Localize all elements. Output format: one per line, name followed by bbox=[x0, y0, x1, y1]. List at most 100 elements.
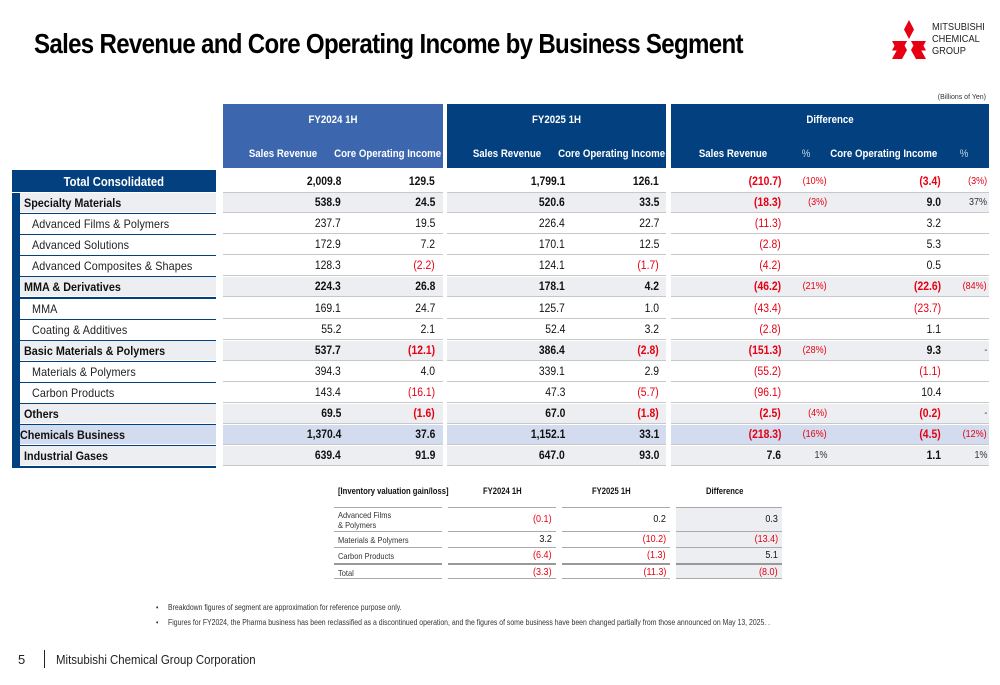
table-row: 226.4 22.7 bbox=[447, 214, 666, 235]
cell-fy25-sales: 125.7 bbox=[539, 302, 565, 315]
cell-fy24-core: 19.5 bbox=[414, 218, 435, 231]
footer-divider bbox=[44, 650, 45, 668]
cell-fy25-sales: 226.4 bbox=[539, 218, 565, 231]
cell-diff-core: 9.0 bbox=[926, 197, 941, 209]
page-number: 5 bbox=[18, 652, 26, 667]
cell-fy25-core: 126.1 bbox=[633, 176, 659, 188]
table-row: 386.4 (2.8) bbox=[447, 340, 666, 361]
cell-diff-core-pct: (3%) bbox=[967, 176, 987, 187]
cell-fy25-sales: 52.4 bbox=[544, 323, 565, 336]
cell-fy24-sales: 237.7 bbox=[315, 218, 341, 231]
row-label-text: Materials & Polymers bbox=[32, 364, 136, 379]
row-label: Advanced Composites & Shapes bbox=[20, 256, 216, 277]
row-label: Advanced Films & Polymers bbox=[20, 214, 216, 235]
cell-fy25-core: (2.8) bbox=[637, 344, 659, 357]
row-label-text: Carbon Products bbox=[32, 385, 115, 400]
cell-diff-sales-pct: (3%) bbox=[807, 197, 827, 208]
cell-diff-sales-pct bbox=[787, 362, 827, 382]
row-label: MMA bbox=[20, 298, 216, 319]
cell-diff-sales-pct bbox=[787, 320, 827, 340]
cell-diff-core-pct bbox=[947, 299, 987, 319]
header-diff-sales-pct: % bbox=[801, 148, 811, 160]
table-row: (218.3) (16%) (4.5) (12%) bbox=[671, 425, 989, 446]
inventory-row-label: Materials & Polymers bbox=[334, 531, 442, 547]
table-row: 7.6 1% 1.1 1% bbox=[671, 446, 989, 467]
cell-diff-sales: (96.1) bbox=[753, 386, 781, 399]
table-row: (2.5) (4%) (0.2) - bbox=[671, 404, 989, 424]
cell-diff-sales: (2.8) bbox=[759, 323, 781, 336]
table-row: 538.9 24.5 bbox=[223, 193, 443, 213]
cell-diff-sales: (2.5) bbox=[759, 408, 781, 420]
cell-fy25-sales: 1,152.1 bbox=[530, 429, 565, 442]
inventory-cell-fy25: (10.2) bbox=[562, 531, 670, 547]
cell-fy25-core: 1.0 bbox=[644, 302, 659, 315]
cell-fy25-core: 3.2 bbox=[644, 323, 659, 336]
header-fy2024: FY2024 1H Sales Revenue Core Operating I… bbox=[223, 104, 443, 168]
cell-diff-core-pct bbox=[947, 362, 987, 382]
cell-fy24-core: 7.2 bbox=[420, 239, 435, 252]
table-row: 169.1 24.7 bbox=[223, 299, 443, 319]
cell-fy25-core: 33.1 bbox=[638, 429, 659, 442]
cell-diff-core: 5.3 bbox=[926, 239, 941, 252]
cell-fy24-sales: 537.7 bbox=[315, 344, 341, 357]
row-label: Chemicals Business bbox=[20, 425, 216, 446]
cell-fy25-core: 4.2 bbox=[644, 281, 659, 294]
cell-fy25-core: (1.8) bbox=[637, 408, 659, 420]
cell-fy25-core: 93.0 bbox=[638, 450, 659, 463]
row-label: Materials & Polymers bbox=[20, 361, 216, 382]
cell-diff-core: (1.1) bbox=[919, 365, 941, 378]
cell-fy24-core: 91.9 bbox=[414, 450, 435, 463]
cell-diff-core: (4.5) bbox=[919, 429, 941, 442]
header-fy2024-title: FY2024 1H bbox=[308, 114, 358, 126]
cell-diff-sales-pct: (10%) bbox=[802, 176, 827, 187]
footnotes: Breakdown figures of segment are approxi… bbox=[156, 600, 870, 630]
header-fy2024-sales: Sales Revenue bbox=[248, 148, 318, 160]
cell-fy25-core: 12.5 bbox=[638, 239, 659, 252]
cell-diff-sales-pct bbox=[787, 299, 827, 319]
cell-fy24-core: 4.0 bbox=[420, 365, 435, 378]
cell-fy24-core: 24.5 bbox=[414, 197, 435, 209]
cell-diff-core: (22.6) bbox=[913, 281, 941, 294]
cell-diff-core-pct: 1% bbox=[973, 450, 987, 462]
row-label-text: Total Consolidated bbox=[63, 175, 165, 189]
header-difference: Difference Sales Revenue % Core Operatin… bbox=[671, 104, 989, 168]
cell-fy25-core: (1.7) bbox=[637, 260, 659, 273]
inventory-row-label: Carbon Products bbox=[334, 547, 442, 563]
table-row: 69.5 (1.6) bbox=[223, 404, 443, 424]
cell-diff-core-pct: (12%) bbox=[962, 429, 987, 441]
inventory-row-label: Total bbox=[334, 563, 442, 579]
header-diff-title: Difference bbox=[806, 114, 854, 126]
table-row: 55.2 2.1 bbox=[223, 320, 443, 340]
inventory-col-fy2024: FY2024 1H bbox=[483, 486, 522, 496]
cell-fy24-sales: 128.3 bbox=[315, 260, 341, 273]
cell-fy24-sales: 1,370.4 bbox=[306, 429, 341, 442]
cell-diff-sales: (210.7) bbox=[748, 176, 781, 188]
unit-note: (Billions of Yen) bbox=[937, 94, 986, 101]
table-row: (96.1) 10.4 bbox=[671, 383, 989, 403]
cell-fy25-sales: 339.1 bbox=[539, 365, 565, 378]
header-fy2025: FY2025 1H Sales Revenue Core Operating I… bbox=[447, 104, 666, 168]
cell-fy24-sales: 394.3 bbox=[315, 365, 341, 378]
cell-diff-core: (23.7) bbox=[913, 302, 941, 315]
table-row: 1,799.1 126.1 bbox=[447, 171, 666, 193]
cell-fy25-sales: 520.6 bbox=[539, 197, 565, 209]
inventory-col-diff: Difference bbox=[706, 486, 744, 496]
cell-diff-sales: (2.8) bbox=[759, 239, 781, 252]
cell-diff-core-pct bbox=[947, 256, 987, 276]
table-row: 394.3 4.0 bbox=[223, 362, 443, 382]
cell-diff-sales-pct bbox=[787, 256, 827, 276]
table-row: 224.3 26.8 bbox=[223, 277, 443, 298]
header-fy2025-sales: Sales Revenue bbox=[472, 148, 542, 160]
row-label: Specialty Materials bbox=[20, 193, 216, 213]
cell-fy24-sales: 143.4 bbox=[315, 386, 341, 399]
table-row: (46.2) (21%) (22.6) (84%) bbox=[671, 277, 989, 298]
table-row: 128.3 (2.2) bbox=[223, 256, 443, 277]
table-row: (2.8) 1.1 bbox=[671, 320, 989, 340]
cell-diff-core: 0.5 bbox=[926, 260, 941, 273]
table-row: 170.1 12.5 bbox=[447, 235, 666, 256]
cell-fy24-core: (2.2) bbox=[413, 260, 435, 273]
table-row: 647.0 93.0 bbox=[447, 446, 666, 467]
table-row: 2,009.8 129.5 bbox=[223, 171, 443, 193]
inventory-cell-diff: (8.0) bbox=[676, 563, 782, 579]
header-fy2025-core: Core Operating Income bbox=[558, 148, 666, 160]
